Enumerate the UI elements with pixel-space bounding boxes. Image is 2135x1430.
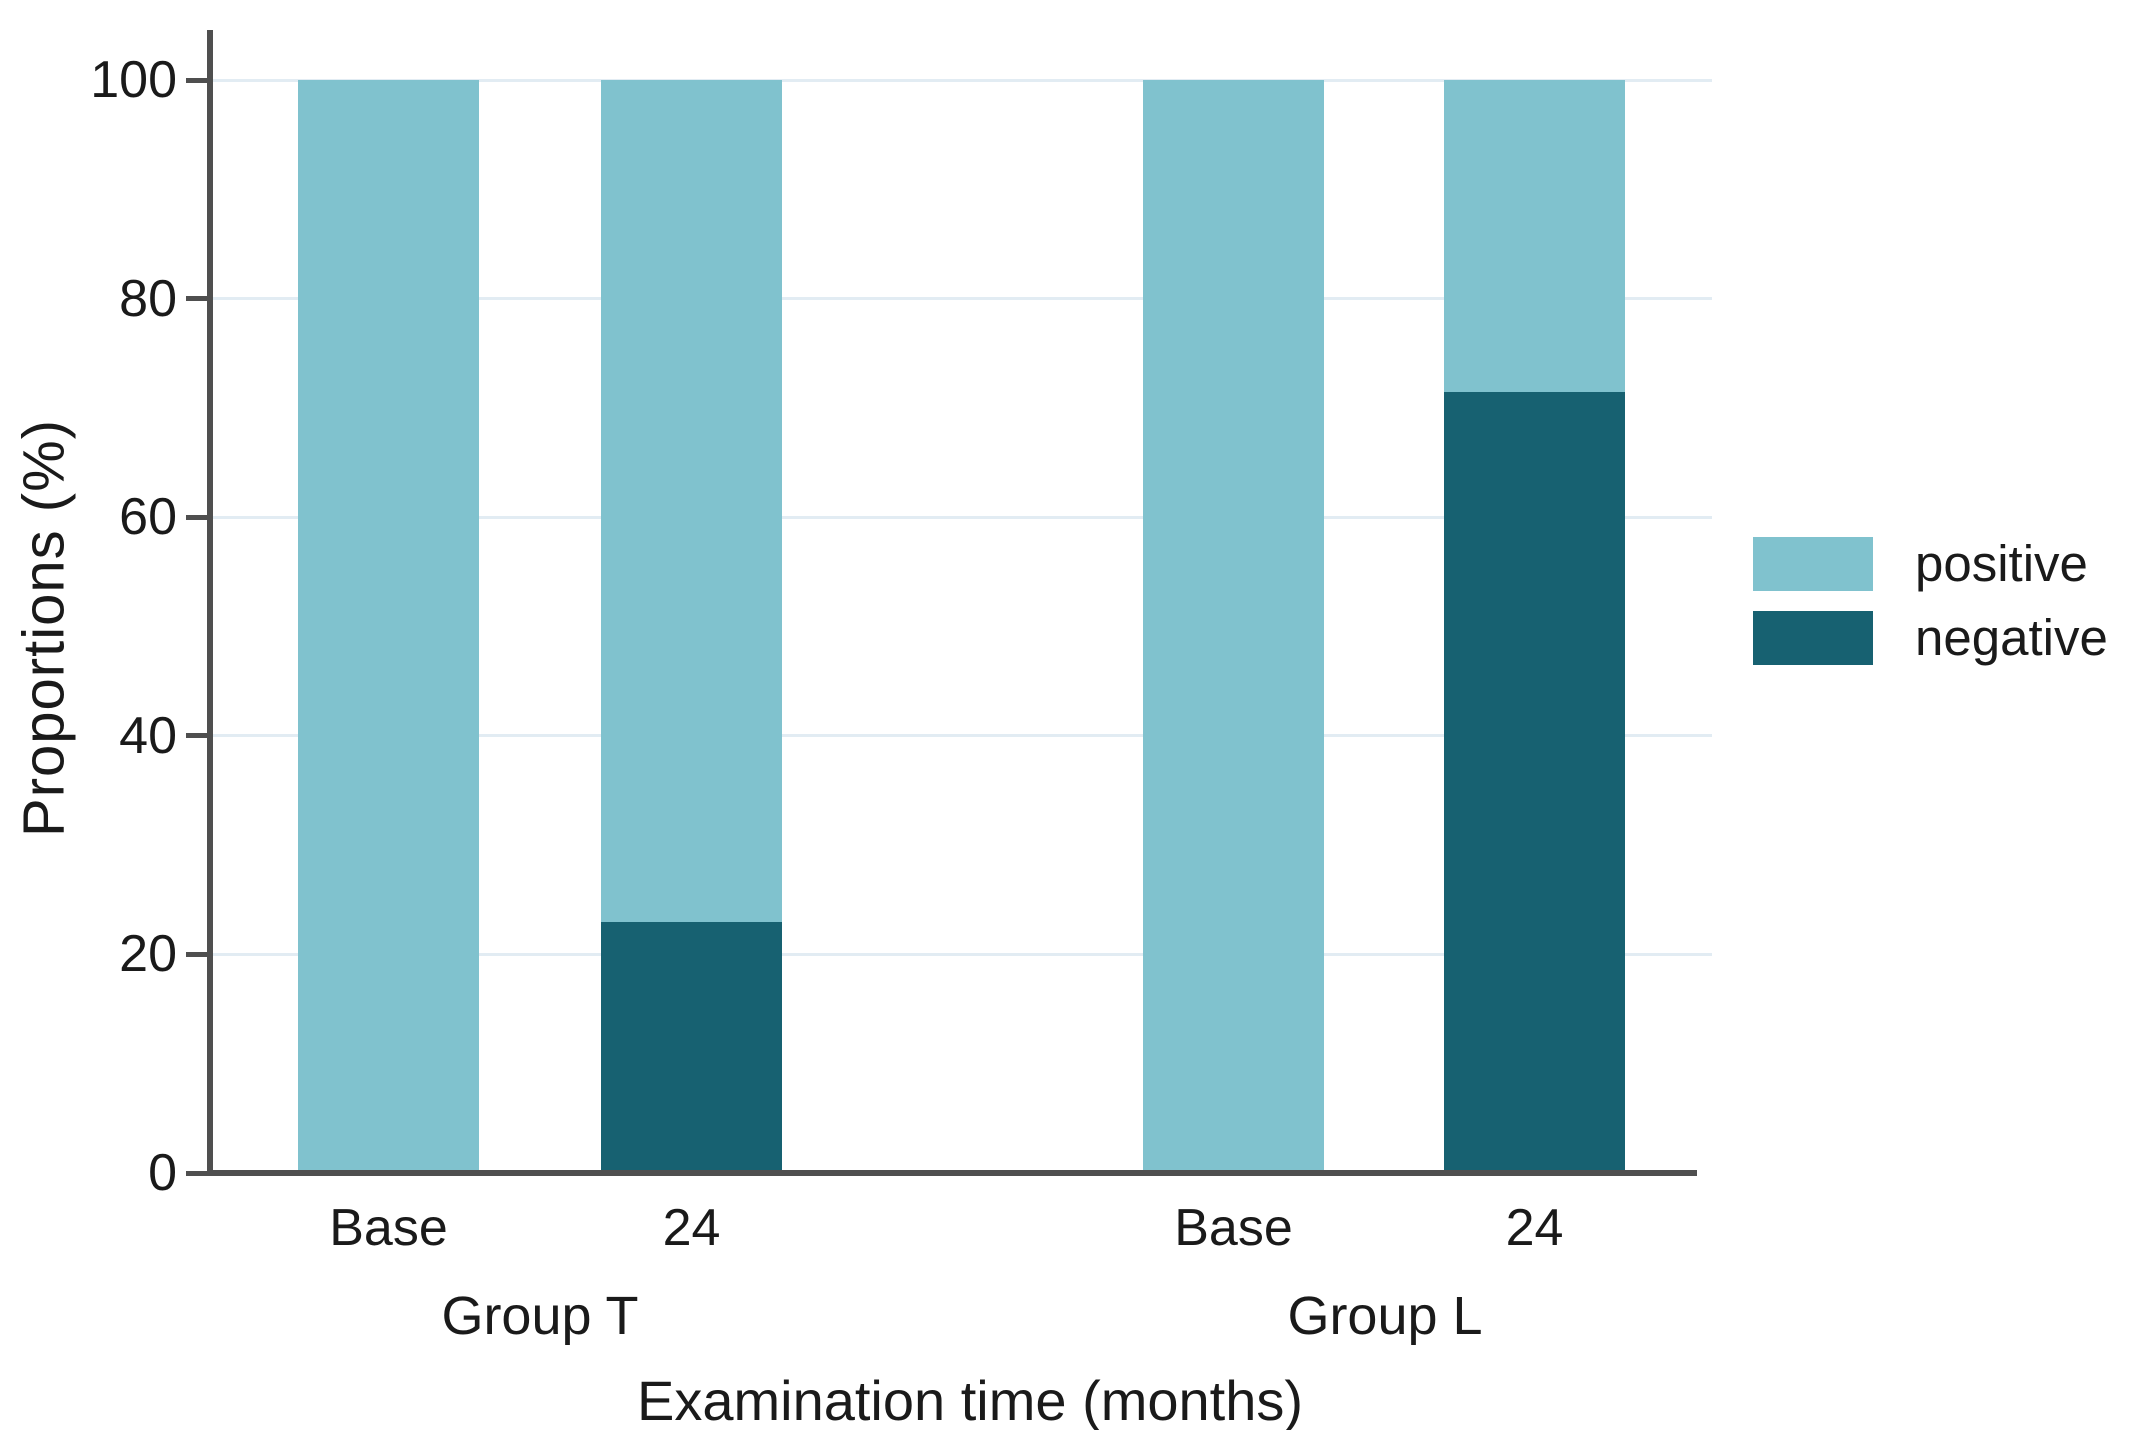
legend-swatch-positive [1753, 537, 1873, 591]
category-label: Base [329, 1199, 448, 1257]
gridline [213, 952, 1712, 956]
y-tick-mark [186, 951, 210, 957]
x-axis-title: Examination time (months) [636, 1369, 1304, 1430]
legend-label-negative: negative [1915, 609, 2108, 666]
y-tick-label: 100 [90, 51, 177, 109]
y-tick-label: 0 [148, 1144, 177, 1202]
bar-segment-positive [601, 80, 782, 922]
bar-segment-positive [1143, 80, 1324, 1173]
group-label-t: Group T [441, 1286, 639, 1346]
y-tick-mark [186, 77, 210, 83]
y-tick-label: 60 [119, 488, 177, 547]
gridline [213, 515, 1712, 519]
gridline [213, 78, 1712, 82]
legend-swatch-negative [1753, 611, 1873, 665]
category-label: Base [1174, 1199, 1293, 1257]
legend: positive negative [1753, 537, 2108, 685]
y-tick-mark [186, 733, 210, 739]
legend-label-positive: positive [1915, 535, 2088, 592]
y-tick-label: 40 [119, 706, 177, 765]
group-label-l: Group L [1287, 1286, 1483, 1346]
y-tick-mark [186, 1170, 210, 1176]
bar-segment-positive [298, 80, 479, 1173]
legend-item-positive: positive [1753, 537, 2108, 591]
bar-segment-positive [1444, 80, 1625, 392]
legend-item-negative: negative [1753, 611, 2108, 665]
y-tick-mark [186, 514, 210, 520]
bar-segment-negative [1444, 391, 1625, 1173]
bar-segment-negative [601, 921, 782, 1173]
x-axis-line [207, 1170, 1697, 1176]
y-tick-label: 80 [119, 269, 177, 328]
category-label: 24 [1505, 1199, 1564, 1257]
category-label: 24 [662, 1199, 721, 1257]
gridline [213, 297, 1712, 301]
gridline [213, 734, 1712, 738]
y-tick-mark [186, 296, 210, 302]
y-tick-label: 20 [119, 925, 177, 984]
y-axis-line [207, 30, 213, 1176]
